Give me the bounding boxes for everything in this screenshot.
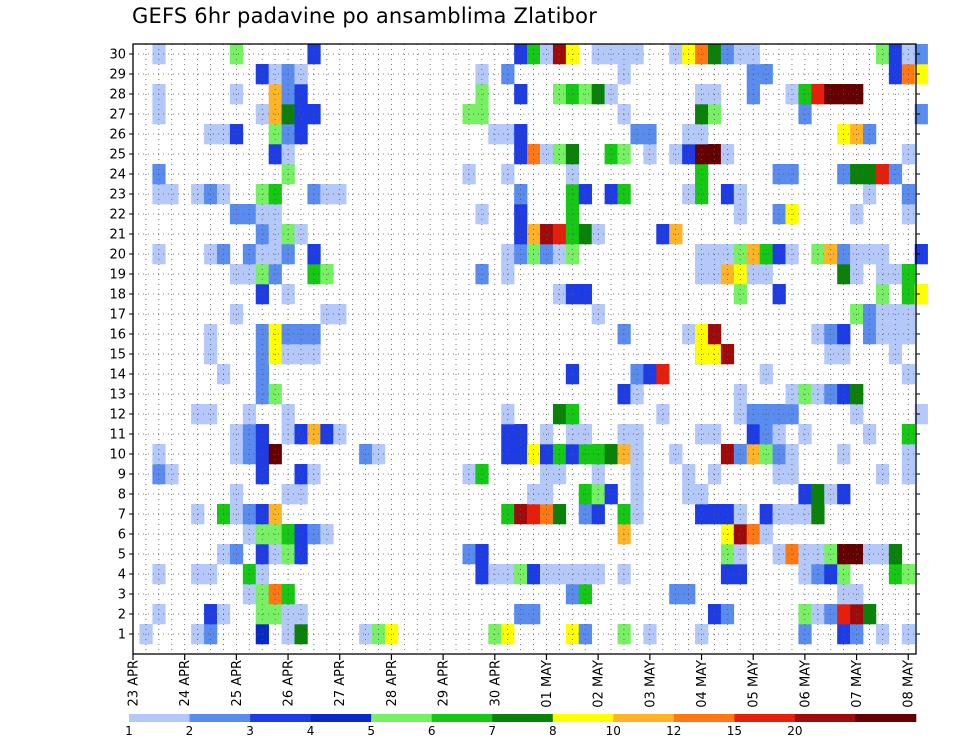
y-tick-label: 16 bbox=[109, 328, 126, 343]
precip-cell bbox=[914, 284, 928, 305]
colorbar-swatch bbox=[250, 714, 311, 722]
colorbar-swatch bbox=[855, 714, 917, 722]
colorbar-swatch bbox=[129, 714, 190, 722]
x-tick-label: 24 APR bbox=[178, 660, 193, 706]
x-tick-label: 01 MAY bbox=[540, 660, 555, 708]
colorbar-label: 3 bbox=[246, 724, 254, 738]
y-tick-label: 6 bbox=[118, 528, 126, 543]
y-tick-label: 21 bbox=[109, 228, 126, 243]
x-tick-label: 29 APR bbox=[437, 660, 452, 706]
colorbar-swatch bbox=[552, 714, 614, 722]
colorbar-label: 20 bbox=[787, 724, 802, 738]
x-tick-label: 25 APR bbox=[230, 660, 245, 706]
colorbar-label: 12 bbox=[666, 724, 681, 738]
colorbar-swatch bbox=[673, 714, 735, 722]
y-tick-label: 19 bbox=[109, 268, 126, 283]
y-tick-label: 5 bbox=[118, 548, 126, 563]
x-tick-label: 08 MAY bbox=[902, 660, 917, 708]
colorbar-swatch bbox=[431, 714, 493, 722]
precip-cell bbox=[914, 44, 928, 65]
x-tick-label: 03 MAY bbox=[643, 660, 658, 708]
dotted-grid bbox=[133, 44, 916, 654]
y-tick-label: 2 bbox=[118, 608, 126, 623]
colorbar-swatch bbox=[189, 714, 251, 722]
colorbar-legend: 1 2 3 4 5 6 7 8 10 12 15 20 bbox=[125, 714, 917, 738]
y-tick-label: 20 bbox=[109, 248, 126, 263]
colorbar-label: 4 bbox=[307, 724, 315, 738]
colorbar-label: 2 bbox=[186, 724, 194, 738]
colorbar-label: 7 bbox=[488, 724, 496, 738]
y-tick-label: 25 bbox=[109, 148, 126, 163]
y-tick-label: 15 bbox=[109, 348, 126, 363]
y-axis: 1234567891011121314151617181920212223242… bbox=[109, 48, 920, 643]
x-tick-label: 07 MAY bbox=[850, 660, 865, 708]
colorbar-swatch bbox=[734, 714, 796, 722]
colorbar-label: 1 bbox=[125, 724, 133, 738]
y-tick-label: 11 bbox=[109, 428, 126, 443]
x-axis: 23 APR 24 APR 25 APR 26 APR 27 APR 28 APR 29 A… bbox=[127, 654, 917, 708]
x-tick-label: 06 MAY bbox=[798, 660, 813, 708]
y-tick-label: 30 bbox=[109, 48, 126, 63]
y-tick-label: 23 bbox=[109, 188, 126, 203]
y-tick-label: 17 bbox=[109, 308, 126, 323]
colorbar-swatch bbox=[310, 714, 372, 722]
y-tick-label: 1 bbox=[118, 628, 126, 643]
y-tick-label: 28 bbox=[109, 88, 126, 103]
y-tick-label: 7 bbox=[118, 508, 126, 523]
precip-cell bbox=[914, 244, 928, 265]
y-tick-label: 18 bbox=[109, 288, 126, 303]
colorbar-label: 10 bbox=[606, 724, 621, 738]
x-tick-label: 05 MAY bbox=[747, 660, 762, 708]
y-tick-label: 8 bbox=[118, 488, 126, 503]
x-tick-label: 23 APR bbox=[127, 660, 142, 706]
x-tick-label: 27 APR bbox=[333, 660, 348, 706]
colorbar-label: 6 bbox=[428, 724, 436, 738]
y-tick-label: 9 bbox=[118, 468, 126, 483]
x-tick-label: 04 MAY bbox=[695, 660, 710, 708]
y-tick-label: 13 bbox=[109, 388, 126, 403]
y-tick-label: 3 bbox=[118, 588, 126, 603]
y-tick-label: 4 bbox=[118, 568, 126, 583]
x-tick-label: 26 APR bbox=[282, 660, 297, 706]
y-tick-label: 29 bbox=[109, 68, 126, 83]
colorbar-label: 5 bbox=[367, 724, 375, 738]
precip-cell bbox=[914, 104, 928, 125]
y-tick-label: 10 bbox=[109, 448, 126, 463]
x-tick-label: 02 MAY bbox=[592, 660, 607, 708]
y-tick-label: 14 bbox=[109, 368, 126, 383]
colorbar-swatch bbox=[794, 714, 856, 722]
x-tick-label: 30 APR bbox=[488, 660, 503, 706]
y-tick-label: 24 bbox=[109, 168, 126, 183]
plot-frame bbox=[132, 43, 917, 655]
colorbar-label: 8 bbox=[549, 724, 557, 738]
y-tick-label: 22 bbox=[109, 208, 126, 223]
precip-cell bbox=[914, 404, 928, 425]
colorbar-swatch bbox=[492, 714, 554, 722]
colorbar-label: 15 bbox=[727, 724, 742, 738]
chart-title: GEFS 6hr padavine po ansamblima Zlatibor bbox=[132, 4, 598, 28]
precip-cell bbox=[914, 64, 928, 85]
y-tick-label: 27 bbox=[109, 108, 126, 123]
colorbar-swatch bbox=[371, 714, 432, 722]
y-tick-label: 26 bbox=[109, 128, 126, 143]
x-tick-label: 28 APR bbox=[385, 660, 400, 706]
y-tick-label: 12 bbox=[109, 408, 126, 423]
colorbar-swatch bbox=[613, 714, 675, 722]
